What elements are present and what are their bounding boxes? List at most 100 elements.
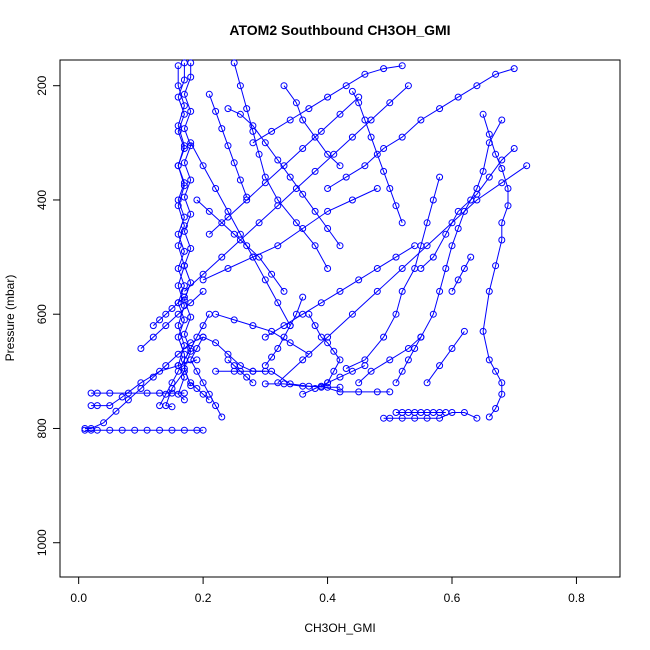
data-point: [149, 333, 157, 341]
data-point: [143, 389, 151, 397]
data-point: [373, 287, 381, 295]
series-line: [140, 291, 204, 349]
data-point: [324, 339, 332, 347]
data-point: [180, 262, 188, 270]
data-point: [423, 242, 431, 250]
data-point: [498, 236, 506, 244]
series-line: [252, 65, 403, 144]
data-point: [311, 385, 319, 392]
data-point: [299, 356, 307, 364]
data-point: [392, 310, 400, 318]
data-point: [106, 426, 114, 434]
data-point: [299, 293, 307, 301]
data-point: [510, 145, 518, 152]
data-point: [336, 383, 344, 391]
data-layer: [81, 59, 531, 434]
data-point: [485, 287, 493, 295]
y-tick-label: 200: [35, 75, 49, 95]
data-point: [180, 182, 188, 190]
data-point: [180, 316, 188, 324]
data-point: [180, 102, 188, 110]
data-point: [212, 185, 220, 192]
data-point: [498, 219, 506, 227]
data-point: [398, 367, 406, 375]
data-point: [180, 193, 188, 201]
data-point: [280, 333, 288, 341]
data-point: [299, 382, 307, 390]
data-point: [174, 242, 182, 250]
data-point: [373, 185, 381, 192]
series-14: [355, 116, 506, 387]
data-point: [199, 270, 207, 278]
data-point: [180, 142, 188, 150]
data-point: [292, 99, 300, 107]
data-point: [193, 196, 201, 204]
data-point: [174, 350, 182, 358]
series-11: [380, 409, 481, 422]
data-point: [243, 193, 251, 201]
data-point: [367, 367, 375, 375]
series-line: [277, 165, 527, 384]
data-point: [336, 242, 344, 250]
data-point: [485, 139, 493, 147]
data-point: [212, 107, 220, 115]
series-41: [423, 327, 468, 387]
data-point: [261, 276, 269, 284]
series-line: [308, 313, 341, 388]
x-tick-label: 0.0: [70, 591, 87, 605]
data-point: [112, 407, 120, 415]
data-point: [224, 356, 232, 364]
data-point: [174, 82, 182, 90]
series-25: [187, 139, 294, 330]
data-point: [174, 202, 182, 210]
data-point: [243, 373, 251, 381]
data-point: [224, 265, 232, 272]
series-line: [196, 199, 285, 292]
data-point: [249, 127, 257, 135]
data-point: [398, 133, 406, 141]
data-point: [268, 327, 276, 335]
data-point: [187, 313, 195, 321]
data-point: [174, 230, 182, 238]
data-point: [336, 162, 344, 170]
data-point: [330, 347, 338, 355]
data-point: [311, 242, 319, 250]
data-point: [523, 162, 531, 170]
series-line: [345, 176, 441, 369]
data-point: [380, 167, 388, 175]
data-point: [236, 236, 244, 244]
data-point: [380, 145, 388, 152]
data-point: [205, 230, 213, 238]
data-point: [187, 176, 195, 184]
series-31: [205, 90, 251, 201]
data-point: [199, 287, 207, 295]
data-point: [168, 379, 176, 387]
series-35: [280, 82, 344, 170]
data-point: [199, 333, 207, 341]
data-point: [292, 185, 300, 192]
series-42: [448, 253, 475, 295]
data-point: [324, 185, 332, 192]
data-point: [361, 162, 369, 170]
data-point: [436, 105, 444, 113]
data-point: [386, 99, 394, 107]
data-point: [336, 373, 344, 381]
data-point: [205, 396, 213, 404]
data-point: [467, 253, 475, 261]
y-tick-label: 800: [35, 418, 49, 438]
series-38: [299, 362, 369, 398]
data-point: [180, 389, 188, 397]
series-line: [152, 296, 185, 326]
series-28: [249, 62, 406, 147]
data-point: [355, 388, 363, 396]
data-point: [249, 139, 257, 147]
data-point: [417, 265, 425, 272]
data-point: [131, 426, 139, 434]
data-point: [398, 62, 406, 70]
data-point: [180, 222, 188, 230]
series-7: [87, 356, 201, 410]
data-point: [454, 225, 462, 232]
data-point: [187, 210, 195, 218]
data-point: [174, 282, 182, 290]
